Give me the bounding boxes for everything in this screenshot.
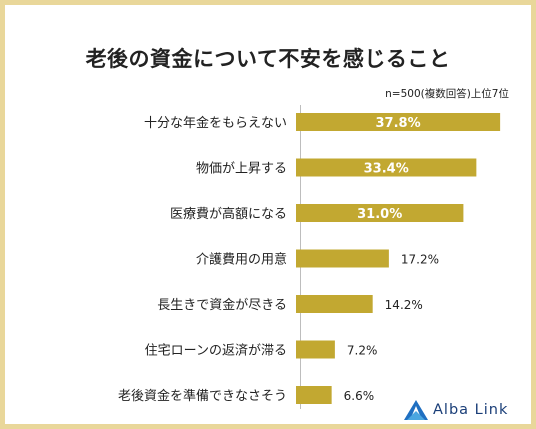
data-label: 37.8% [376, 116, 421, 131]
bar [296, 113, 501, 131]
category-label: 長生きで資金が尽きる [157, 297, 287, 313]
chart-card: 老後の資金について不安を感じること n=500(複数回答)上位7位 十分な年金を… [5, 5, 531, 424]
data-label: 33.4% [364, 162, 409, 177]
data-label: 17.2% [401, 253, 439, 267]
chart-subtitle: n=500(複数回答)上位7位 [385, 88, 509, 100]
data-label: 31.0% [357, 207, 402, 222]
bar [296, 204, 464, 222]
category-label: 物価が上昇する [196, 162, 287, 177]
category-label: 医療費が高額になる [170, 206, 287, 222]
bar [296, 340, 335, 359]
bar [296, 249, 389, 268]
logo-text: Alba Link [433, 402, 509, 418]
category-label: 十分な年金をもらえない [144, 115, 287, 131]
data-label: 6.6% [344, 389, 375, 403]
category-label: 住宅ローンの返済が滞る [145, 343, 287, 359]
bar-chart: 十分な年金をもらえない 37.8% 物価が上昇する 33.4% 医療費が高額になる 31.… [118, 113, 501, 404]
bar [296, 158, 477, 177]
alba-link-logo: Alba Link [403, 398, 508, 422]
bar [296, 295, 373, 313]
data-label: 14.2% [385, 298, 423, 312]
chart-title: 老後の資金について不安を感じること [85, 47, 451, 71]
data-label: 7.2% [347, 344, 378, 358]
bar [296, 386, 332, 404]
alba-link-logo-icon [404, 400, 428, 420]
category-label: 老後資金を準備できなさそう [118, 388, 287, 404]
category-label: 介護費用の用意 [196, 252, 287, 268]
